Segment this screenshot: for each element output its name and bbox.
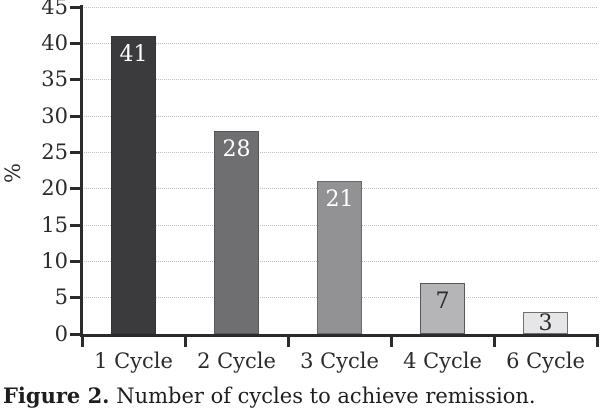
y-tick-label-25: 25 bbox=[41, 139, 68, 164]
x-tick-2 bbox=[286, 334, 290, 347]
y-tick-label-30: 30 bbox=[41, 103, 68, 128]
bar-value-label: 7 bbox=[435, 289, 450, 315]
y-tick-30 bbox=[70, 114, 82, 118]
gridline-35 bbox=[82, 79, 597, 81]
bar-4-cycle: 7 bbox=[420, 283, 465, 334]
y-tick-25 bbox=[70, 150, 82, 154]
y-tick-0 bbox=[70, 332, 82, 336]
bar-2-cycle: 28 bbox=[214, 130, 259, 334]
y-tick-15 bbox=[70, 223, 82, 227]
x-tick-label-3: 3 Cycle bbox=[300, 349, 379, 373]
x-tick-label-5: 6 Cycle bbox=[506, 349, 585, 373]
y-tick-label-0: 0 bbox=[54, 321, 68, 346]
y-tick-5 bbox=[70, 296, 82, 300]
x-tick-3 bbox=[389, 334, 393, 347]
y-tick-label-15: 15 bbox=[41, 212, 68, 237]
gridline-30 bbox=[82, 115, 597, 117]
y-tick-40 bbox=[70, 41, 82, 45]
x-tick-label-4: 4 Cycle bbox=[403, 349, 482, 373]
x-tick-0 bbox=[80, 334, 84, 347]
x-tick-1 bbox=[183, 334, 187, 347]
y-tick-label-10: 10 bbox=[41, 248, 68, 273]
x-tick-label-2: 2 Cycle bbox=[197, 349, 276, 373]
bar-value-label: 21 bbox=[325, 187, 354, 213]
bar-value-label: 41 bbox=[119, 42, 148, 68]
y-axis-title: % bbox=[1, 163, 25, 183]
bar-value-label: 28 bbox=[222, 136, 251, 162]
y-tick-label-40: 40 bbox=[41, 30, 68, 55]
gridline-45 bbox=[82, 6, 597, 8]
y-tick-35 bbox=[70, 78, 82, 82]
y-tick-label-5: 5 bbox=[54, 285, 68, 310]
figure-caption-number: Figure 2. bbox=[3, 383, 110, 408]
y-tick-label-45: 45 bbox=[41, 0, 68, 19]
y-tick-label-35: 35 bbox=[41, 67, 68, 92]
gridline-25 bbox=[82, 151, 597, 153]
x-tick-5 bbox=[595, 334, 599, 347]
bar-1-cycle: 41 bbox=[111, 36, 156, 334]
bar-3-cycle: 21 bbox=[317, 181, 362, 334]
figure-caption-text: Number of cycles to achieve remission. bbox=[116, 384, 536, 408]
figure-caption: Figure 2. Number of cycles to achieve re… bbox=[3, 383, 597, 409]
y-axis-line bbox=[80, 5, 83, 337]
y-tick-label-20: 20 bbox=[41, 176, 68, 201]
x-tick-4 bbox=[492, 334, 496, 347]
bar-chart-plot-area: % 0 5 10 15 20 25 30 35 40 45 41 1 Cycle 28 2 Cycle 21… bbox=[1, 0, 599, 373]
y-tick-45 bbox=[70, 5, 82, 9]
y-tick-20 bbox=[70, 187, 82, 191]
bar-value-label: 3 bbox=[538, 311, 553, 337]
bar-6-cycle: 3 bbox=[523, 311, 568, 337]
gridline-40 bbox=[82, 42, 597, 44]
x-tick-label-1: 1 Cycle bbox=[94, 349, 173, 373]
x-axis-line bbox=[80, 334, 599, 337]
y-tick-10 bbox=[70, 259, 82, 263]
